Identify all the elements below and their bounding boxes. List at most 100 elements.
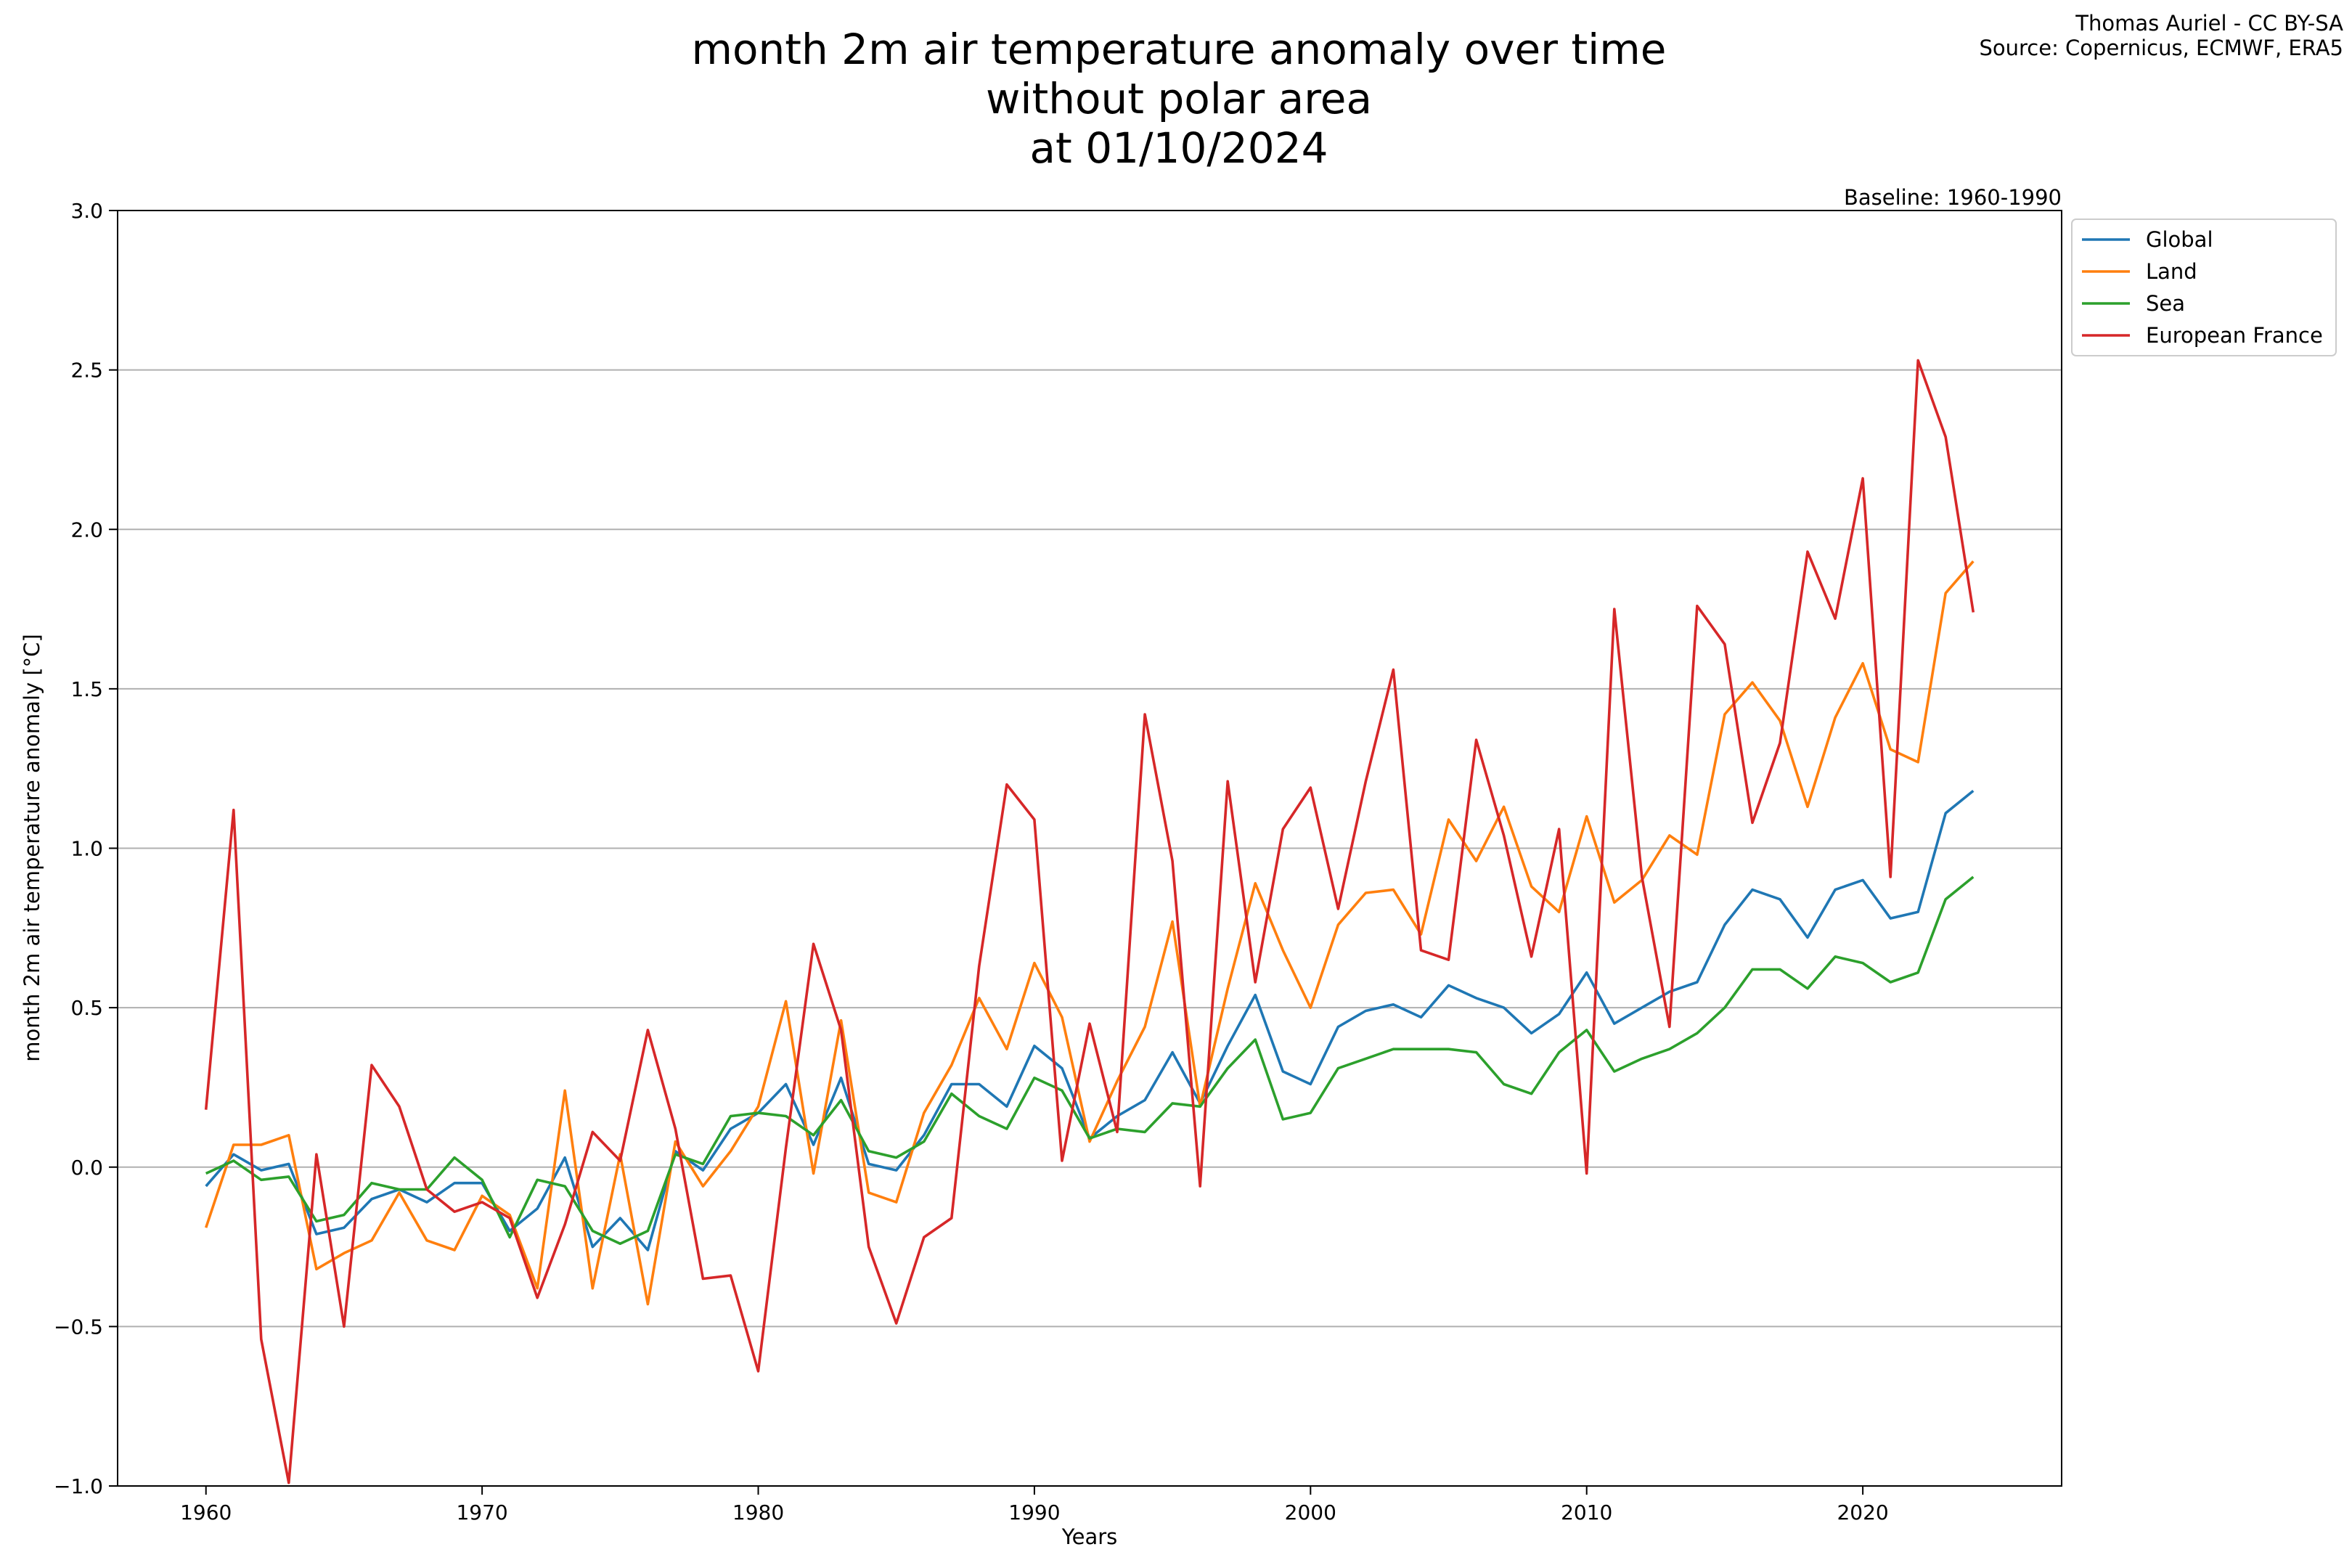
data-point-european-france: [785, 1146, 788, 1149]
data-point-sea: [1613, 1070, 1616, 1073]
data-point-european-france: [1116, 1130, 1119, 1133]
data-point-land: [1088, 1140, 1091, 1143]
data-point-global: [1309, 1083, 1312, 1086]
data-point-global: [1806, 936, 1809, 939]
legend-label-global: Global: [2146, 227, 2213, 252]
data-point-global: [1972, 789, 1975, 792]
data-point-sea: [1254, 1038, 1257, 1041]
data-point-european-france: [1751, 821, 1754, 824]
y-axis-label: month 2m air temperature anomaly [°C]: [20, 634, 44, 1061]
data-point-sea: [757, 1111, 760, 1114]
data-point-european-france: [425, 1188, 428, 1191]
data-point-global: [1254, 994, 1257, 997]
data-point-european-france: [1143, 713, 1146, 716]
data-point-european-france: [1779, 742, 1781, 745]
data-point-global: [1558, 1013, 1561, 1016]
data-point-global: [1033, 1045, 1036, 1048]
data-point-land: [315, 1267, 318, 1270]
title-line-2: without polar area: [986, 74, 1372, 123]
y-tick-label: 2.0: [70, 518, 103, 542]
data-point-european-france: [1475, 738, 1478, 741]
data-point-global: [1171, 1051, 1174, 1054]
data-point-land: [1558, 910, 1561, 913]
data-point-global: [287, 1162, 290, 1165]
data-point-land: [1779, 719, 1781, 722]
data-point-land: [260, 1143, 263, 1146]
data-point-land: [1281, 949, 1284, 952]
x-tick-label: 2020: [1837, 1500, 1888, 1524]
y-tick-label: 0.5: [70, 996, 103, 1020]
data-point-land: [1503, 805, 1506, 808]
data-point-land: [1916, 761, 1919, 764]
data-point-land: [1696, 853, 1699, 856]
data-point-global: [1143, 1099, 1146, 1102]
y-tick-label: 1.0: [70, 837, 103, 861]
data-point-land: [1861, 662, 1864, 665]
legend-box: [2071, 219, 2337, 356]
data-point-global: [895, 1169, 898, 1172]
data-point-european-france: [923, 1236, 926, 1238]
data-point-european-france: [1364, 780, 1367, 783]
data-point-land: [453, 1249, 456, 1251]
data-point-european-france: [1281, 828, 1284, 830]
data-point-sea: [481, 1178, 483, 1181]
data-point-global: [1613, 1022, 1616, 1025]
data-point-sea: [618, 1242, 621, 1245]
data-point-european-france: [1226, 780, 1229, 783]
data-point-land: [343, 1251, 346, 1254]
data-point-european-france: [1061, 1159, 1063, 1162]
data-point-sea: [1585, 1029, 1588, 1032]
data-point-global: [923, 1134, 926, 1137]
data-point-european-france: [674, 1127, 677, 1130]
data-point-sea: [1530, 1093, 1533, 1095]
data-point-sea: [785, 1115, 788, 1118]
data-point-global: [1530, 1032, 1533, 1034]
data-point-land: [1309, 1006, 1312, 1009]
data-point-sea: [370, 1182, 373, 1185]
data-point-european-france: [1723, 642, 1726, 645]
data-point-sea: [1088, 1137, 1091, 1140]
data-point-sea: [840, 1099, 843, 1102]
legend-label-european-france: European France: [2146, 323, 2323, 348]
data-point-land: [1033, 962, 1036, 965]
data-point-sea: [260, 1178, 263, 1181]
data-point-european-france: [1005, 783, 1008, 786]
data-point-sea: [287, 1175, 290, 1178]
data-point-sea: [1696, 1032, 1699, 1034]
data-point-global: [232, 1153, 235, 1156]
data-point-european-france: [1336, 907, 1339, 910]
data-point-global: [812, 1143, 815, 1146]
data-point-land: [978, 997, 981, 1000]
data-point-european-france: [508, 1217, 511, 1220]
data-point-land: [1585, 815, 1588, 818]
data-point-global: [591, 1246, 594, 1249]
data-point-sea: [1420, 1048, 1423, 1050]
series-line-land: [204, 560, 1975, 1306]
data-point-global: [978, 1083, 981, 1086]
x-tick-label: 1990: [1008, 1500, 1060, 1524]
data-point-global: [1723, 923, 1726, 926]
data-point-land: [563, 1089, 566, 1092]
x-tick-label: 1970: [456, 1500, 507, 1524]
data-point-global: [1503, 1006, 1506, 1009]
data-point-sea: [1723, 1006, 1726, 1009]
data-point-global: [1226, 1045, 1229, 1048]
data-point-land: [425, 1239, 428, 1242]
data-point-global: [1392, 1003, 1395, 1006]
x-tick-label: 1980: [732, 1500, 784, 1524]
x-tick-label: 2010: [1561, 1500, 1612, 1524]
data-point-global: [1944, 812, 1947, 814]
data-point-sea: [895, 1156, 898, 1159]
data-point-european-france: [618, 1159, 621, 1162]
data-point-european-france: [895, 1322, 898, 1325]
data-point-sea: [1061, 1089, 1063, 1092]
series-land: [204, 560, 1975, 1306]
data-point-sea: [674, 1153, 677, 1156]
y-tick-label: 3.0: [70, 199, 103, 223]
y-tick-label: 2.5: [70, 359, 103, 383]
data-point-global: [1834, 889, 1837, 891]
data-point-sea: [978, 1115, 981, 1118]
data-point-sea: [1503, 1083, 1506, 1086]
data-point-global: [1336, 1026, 1339, 1029]
